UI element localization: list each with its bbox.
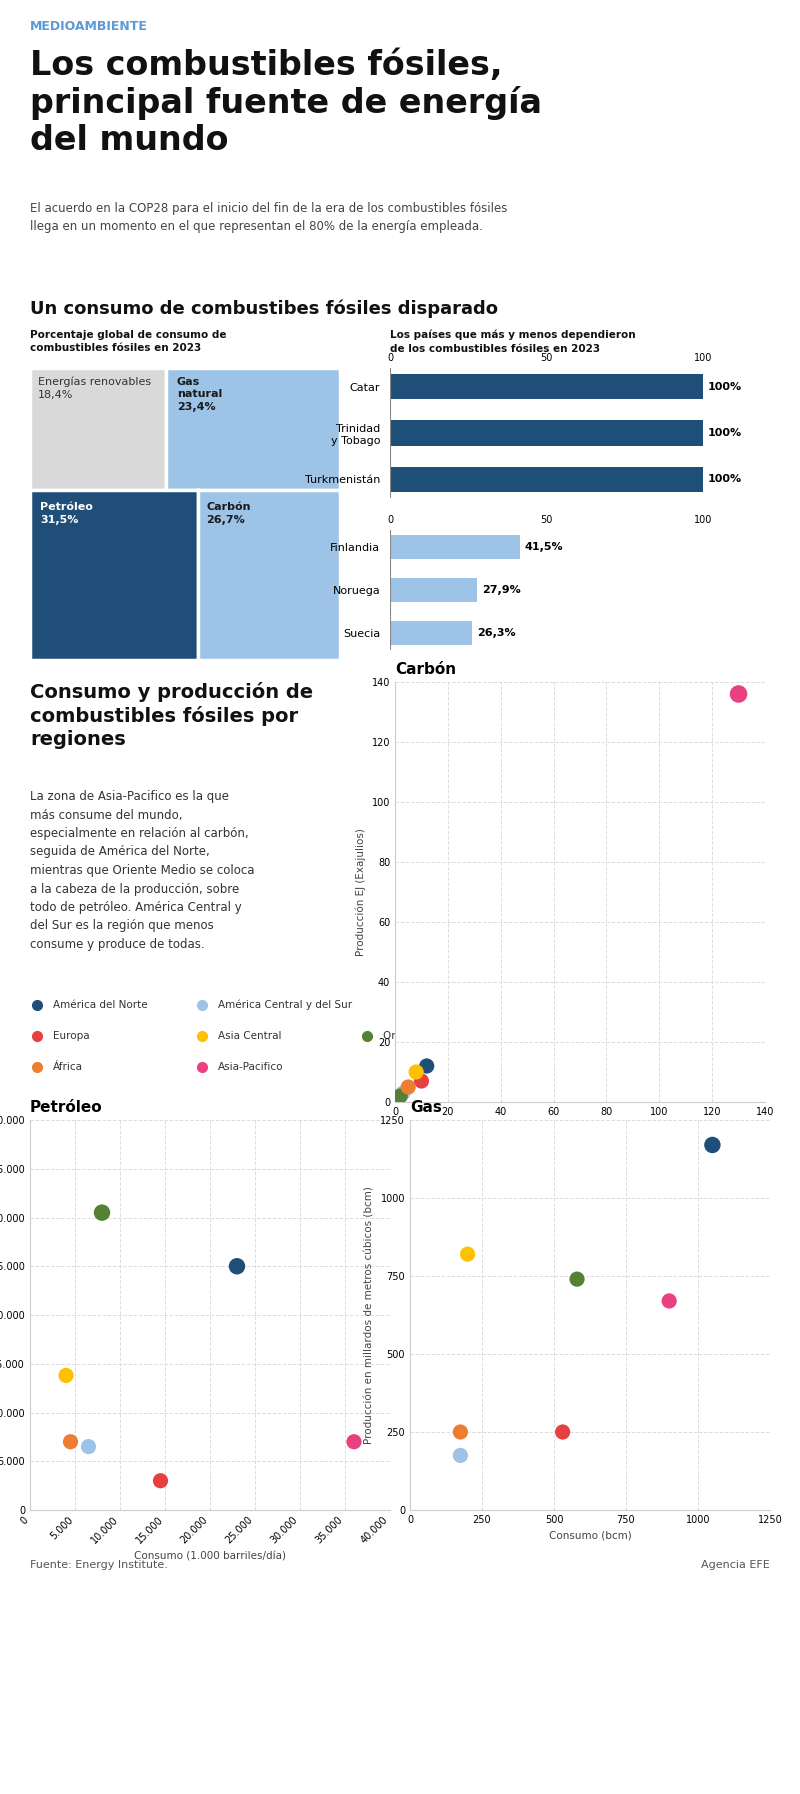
Point <box>461 1240 474 1268</box>
Point <box>410 1058 422 1087</box>
Point <box>60 1362 72 1390</box>
Text: 100%: 100% <box>708 474 742 484</box>
Text: Consumo y producción de
combustibles fósiles por
regiones: Consumo y producción de combustibles fós… <box>30 682 313 748</box>
Point <box>420 1051 433 1080</box>
Text: Los combustibles fósiles,
principal fuente de energía
del mundo: Los combustibles fósiles, principal fuen… <box>30 48 542 156</box>
Bar <box>390 466 703 492</box>
Y-axis label: Producción EJ (Exajulios): Producción EJ (Exajulios) <box>355 829 366 956</box>
Text: Gas: Gas <box>410 1100 442 1114</box>
Text: Asia-Pacifico: Asia-Pacifico <box>218 1062 284 1073</box>
Text: Los países que más y menos dependieron
de los combustibles fósiles en 2023: Los países que más y menos dependieron d… <box>390 330 636 353</box>
Text: Petróleo: Petróleo <box>30 1100 102 1114</box>
Y-axis label: Producción en millardos de metros cúbicos (bcm): Producción en millardos de metros cúbico… <box>365 1186 375 1444</box>
Text: Agencia EFE: Agencia EFE <box>702 1559 770 1570</box>
Text: Un consumo de combustibes fósiles disparado: Un consumo de combustibes fósiles dispar… <box>30 300 498 318</box>
Point <box>415 1067 428 1096</box>
Text: Carbón: Carbón <box>395 662 456 676</box>
Text: Porcentaje global de consumo de
combustibles fósiles en 2023: Porcentaje global de consumo de combusti… <box>30 330 226 353</box>
Text: Gas
natural
23,4%: Gas natural 23,4% <box>177 377 222 413</box>
Text: Fuente: Energy Institute.: Fuente: Energy Institute. <box>30 1559 168 1570</box>
Point <box>397 1078 410 1107</box>
Text: MEDIOAMBIENTE: MEDIOAMBIENTE <box>30 20 148 34</box>
Point <box>394 1082 406 1110</box>
Bar <box>390 373 703 400</box>
Text: El acuerdo en la COP28 para el inicio del fin de la era de los combustibles fósi: El acuerdo en la COP28 para el inicio de… <box>30 203 507 233</box>
Text: Carbón
26,7%: Carbón 26,7% <box>206 502 251 526</box>
Point <box>154 1466 167 1494</box>
Point <box>82 1432 95 1460</box>
Point <box>570 1265 583 1293</box>
Point <box>348 1428 361 1457</box>
Text: América Central y del Sur: América Central y del Sur <box>218 999 352 1010</box>
Text: Asia Central: Asia Central <box>218 1032 282 1041</box>
Point <box>556 1417 569 1446</box>
Bar <box>390 578 478 601</box>
Text: 100%: 100% <box>708 382 742 391</box>
Text: Oriente Medio: Oriente Medio <box>383 1032 457 1041</box>
Text: 27,9%: 27,9% <box>482 585 521 596</box>
Text: Europa: Europa <box>53 1032 90 1041</box>
Bar <box>390 621 472 644</box>
X-axis label: Consumo (bcm): Consumo (bcm) <box>549 1530 631 1541</box>
Text: 100%: 100% <box>708 429 742 438</box>
Point <box>662 1286 675 1315</box>
Text: Petróleo
31,5%: Petróleo 31,5% <box>40 502 93 526</box>
X-axis label: Consumo (EJ): Consumo (EJ) <box>545 1123 615 1132</box>
Point <box>230 1252 243 1281</box>
Point <box>402 1073 414 1102</box>
Point <box>706 1130 718 1159</box>
Point <box>96 1198 109 1227</box>
Text: La zona de Asia-Pacifico es la que
más consume del mundo,
especialmente en relac: La zona de Asia-Pacifico es la que más c… <box>30 789 254 951</box>
Text: 41,5%: 41,5% <box>525 542 563 553</box>
Text: Energías renovables
18,4%: Energías renovables 18,4% <box>38 377 151 400</box>
Bar <box>390 420 703 445</box>
Point <box>454 1417 466 1446</box>
Point <box>454 1441 466 1469</box>
Bar <box>390 535 520 560</box>
Point <box>732 680 745 709</box>
Point <box>64 1428 77 1457</box>
X-axis label: Consumo (1.000 barriles/día): Consumo (1.000 barriles/día) <box>134 1552 286 1561</box>
Text: África: África <box>53 1062 83 1073</box>
Text: América del Norte: América del Norte <box>53 999 148 1010</box>
Text: 26,3%: 26,3% <box>477 628 516 639</box>
